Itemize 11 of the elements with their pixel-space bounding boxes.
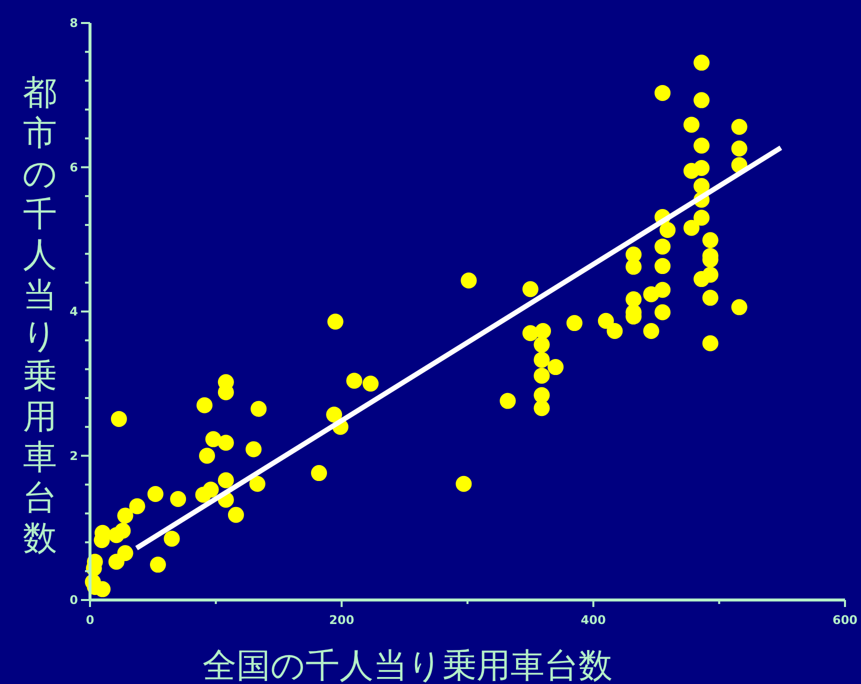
x-tick-label: 0 xyxy=(86,613,94,627)
y-tick-label: 2 xyxy=(70,448,78,463)
y-tick-label: 4 xyxy=(70,304,78,319)
x-axis-title: 全国の千人当り乗用車台数 xyxy=(202,646,612,684)
x-tick-label: 600 xyxy=(832,613,858,627)
y-tick-label: 8 xyxy=(70,16,78,30)
y-tick-label: 0 xyxy=(70,593,78,608)
x-tick-label: 400 xyxy=(580,613,606,627)
x-tick-label: 200 xyxy=(329,613,354,627)
text: 都市の千人当り乗用車台数 xyxy=(22,73,58,558)
y-tick-label: 6 xyxy=(70,160,78,174)
